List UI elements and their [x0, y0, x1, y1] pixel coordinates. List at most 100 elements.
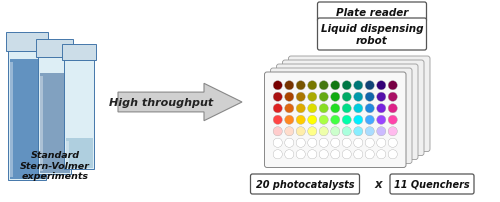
Circle shape [372, 115, 380, 124]
Circle shape [389, 74, 398, 82]
Circle shape [344, 66, 352, 74]
Circle shape [355, 134, 364, 143]
Circle shape [297, 74, 306, 82]
Circle shape [320, 96, 328, 105]
Circle shape [348, 89, 357, 98]
Circle shape [332, 96, 340, 105]
Circle shape [332, 100, 340, 109]
Circle shape [302, 100, 311, 109]
Circle shape [383, 89, 392, 98]
Circle shape [354, 142, 363, 151]
Circle shape [378, 100, 386, 109]
Circle shape [372, 135, 380, 143]
Circle shape [366, 142, 374, 151]
Circle shape [280, 112, 288, 121]
Circle shape [412, 123, 421, 132]
Circle shape [326, 123, 334, 132]
Circle shape [330, 116, 340, 125]
Circle shape [298, 88, 306, 97]
Circle shape [390, 66, 398, 74]
Circle shape [412, 100, 421, 109]
Circle shape [388, 81, 398, 90]
Circle shape [286, 96, 294, 105]
Circle shape [366, 134, 375, 143]
Circle shape [332, 111, 340, 120]
Circle shape [280, 89, 288, 98]
Circle shape [354, 104, 363, 113]
Circle shape [360, 135, 368, 143]
Circle shape [320, 111, 329, 120]
Circle shape [349, 81, 358, 90]
Circle shape [326, 138, 334, 147]
Circle shape [314, 81, 323, 90]
Circle shape [348, 135, 357, 143]
Circle shape [298, 100, 306, 109]
Circle shape [349, 127, 358, 136]
Circle shape [309, 100, 318, 109]
Circle shape [338, 104, 346, 113]
Circle shape [349, 138, 358, 147]
Circle shape [308, 150, 317, 159]
Circle shape [343, 96, 351, 105]
Circle shape [372, 89, 380, 98]
Circle shape [372, 112, 380, 121]
Circle shape [412, 88, 421, 97]
Polygon shape [40, 73, 70, 173]
Circle shape [412, 66, 421, 74]
Circle shape [372, 78, 380, 86]
Polygon shape [38, 57, 71, 174]
FancyBboxPatch shape [390, 174, 474, 194]
Circle shape [297, 85, 306, 94]
Circle shape [284, 104, 294, 113]
Circle shape [343, 74, 351, 82]
Circle shape [330, 93, 340, 102]
Circle shape [326, 89, 334, 98]
Circle shape [320, 134, 329, 143]
Circle shape [394, 112, 403, 121]
Circle shape [354, 81, 363, 90]
Circle shape [273, 104, 282, 113]
Circle shape [332, 142, 340, 151]
Circle shape [326, 69, 334, 78]
Circle shape [401, 123, 409, 132]
Circle shape [389, 85, 398, 94]
Circle shape [308, 85, 317, 94]
Circle shape [286, 119, 294, 128]
Circle shape [284, 127, 294, 136]
Polygon shape [66, 138, 92, 168]
Polygon shape [118, 84, 242, 121]
Circle shape [389, 108, 398, 117]
Circle shape [383, 123, 392, 132]
Circle shape [378, 108, 386, 117]
Circle shape [296, 127, 306, 136]
Circle shape [406, 93, 415, 101]
Circle shape [314, 123, 322, 132]
Circle shape [338, 69, 346, 78]
Circle shape [284, 150, 294, 159]
Circle shape [388, 127, 398, 136]
Circle shape [372, 104, 380, 113]
Polygon shape [10, 59, 44, 179]
Polygon shape [6, 33, 48, 52]
Circle shape [394, 78, 403, 86]
Circle shape [286, 142, 294, 151]
Circle shape [401, 100, 409, 109]
Circle shape [303, 138, 312, 147]
Circle shape [332, 74, 340, 82]
Circle shape [384, 93, 392, 101]
FancyBboxPatch shape [276, 65, 418, 160]
Circle shape [308, 138, 317, 148]
Circle shape [360, 69, 369, 78]
Circle shape [366, 111, 375, 120]
FancyBboxPatch shape [288, 57, 430, 152]
Circle shape [342, 127, 351, 136]
Circle shape [349, 93, 358, 101]
Circle shape [388, 104, 398, 113]
Circle shape [337, 123, 345, 132]
Circle shape [273, 127, 282, 136]
Circle shape [400, 142, 409, 151]
Circle shape [366, 123, 375, 132]
Circle shape [354, 116, 363, 125]
Circle shape [342, 150, 351, 159]
Circle shape [319, 150, 328, 159]
